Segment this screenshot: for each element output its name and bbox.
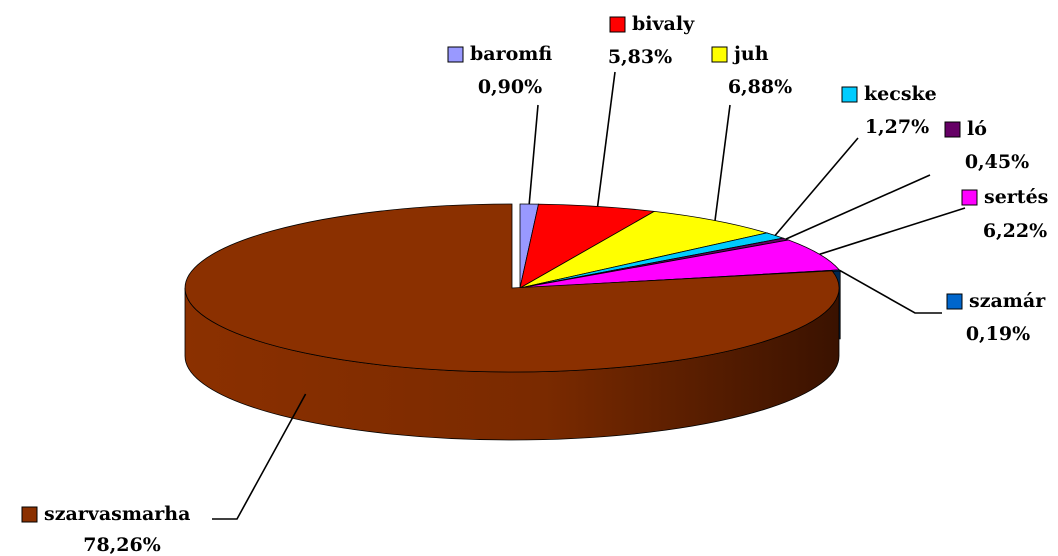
category-label: sertés (984, 186, 1048, 208)
leader-line (785, 174, 931, 240)
legend-swatch (841, 86, 858, 103)
legend-swatch (447, 46, 464, 63)
category-label: baromfi (470, 43, 552, 65)
value-label: 5,83% (608, 46, 672, 68)
value-label: 6,88% (728, 76, 792, 98)
category-label: szamár (969, 290, 1046, 312)
legend-swatch (711, 46, 728, 63)
legend-swatch (961, 189, 978, 206)
slice (184, 203, 840, 373)
category-label: ló (967, 118, 987, 140)
slice (519, 239, 841, 289)
category-label: kecske (864, 83, 937, 105)
legend-swatch (944, 121, 961, 138)
legend-swatch (21, 506, 38, 523)
legend-swatch (609, 16, 626, 33)
legend-swatch (946, 293, 963, 310)
leader-line (596, 71, 616, 207)
value-label: 78,26% (83, 534, 161, 556)
leader-line (714, 104, 731, 221)
leader-line (528, 104, 539, 205)
leader-line (774, 137, 859, 237)
category-label: szarvasmarha (44, 503, 190, 525)
value-label: 0,90% (478, 76, 542, 98)
leader-line (839, 269, 942, 314)
value-label: 1,27% (865, 116, 929, 138)
value-label: 6,22% (983, 220, 1047, 242)
leader-line (819, 207, 966, 256)
leader-line (212, 393, 307, 520)
value-label: 0,45% (965, 151, 1029, 173)
category-label: bivaly (632, 13, 695, 35)
category-label: juh (732, 43, 769, 65)
value-label: 0,19% (966, 323, 1030, 345)
